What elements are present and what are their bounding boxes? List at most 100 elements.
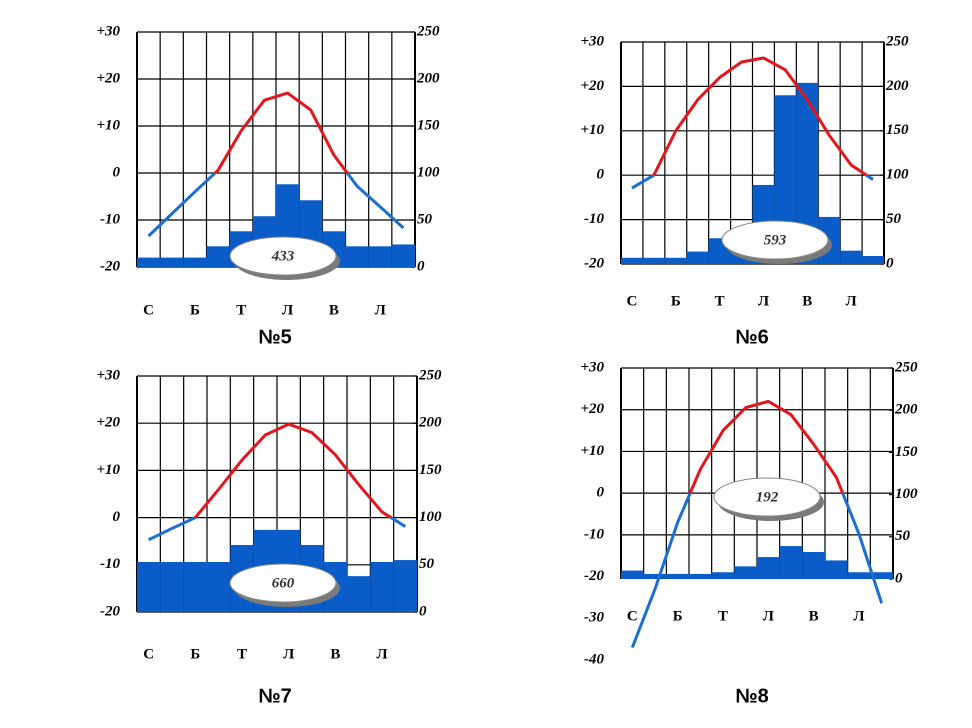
temperature-line (631, 56, 874, 190)
month-label: В (330, 646, 340, 662)
precipitation-bar (183, 257, 207, 267)
y2-tick-label: 250 (885, 33, 909, 49)
precipitation-bar (137, 561, 161, 612)
y2-tick-label: 50 (419, 556, 435, 572)
y-tick-label: +10 (96, 117, 120, 133)
month-label: С (627, 293, 638, 309)
precipitation-bar (207, 561, 231, 612)
y-tick-label: +30 (580, 33, 604, 49)
y-tick-label: -20 (100, 258, 120, 274)
precipitation-bar (160, 257, 184, 267)
month-label: Б (673, 608, 683, 624)
y2-tick-label: 50 (895, 528, 911, 544)
month-label: В (809, 608, 819, 624)
month-label: Б (190, 646, 200, 662)
precipitation-bar (642, 257, 665, 264)
month-label: Л (375, 302, 386, 318)
annotation-oval (713, 477, 821, 517)
y2-tick-label: 250 (416, 23, 440, 39)
y2-tick-label: 150 (895, 444, 918, 460)
month-label: Б (671, 293, 681, 309)
month-label: Т (718, 608, 728, 624)
y-tick-label: +10 (580, 443, 604, 459)
annotation-oval (721, 220, 829, 260)
precipitation-bar (137, 257, 161, 267)
month-label: Т (237, 646, 247, 662)
chart-title: №7 (258, 685, 291, 707)
precipitation-bar (847, 572, 871, 579)
y2-tick-label: 200 (885, 78, 909, 94)
precipitation-bar (643, 573, 667, 579)
y2-tick-label: 200 (416, 70, 440, 86)
month-label: Л (282, 302, 293, 318)
y-tick-label: -20 (100, 603, 120, 619)
annotation: 593 (764, 232, 787, 248)
y-tick-label: -10 (584, 526, 604, 542)
temperature-line (147, 91, 405, 238)
precipitation-bar (347, 576, 371, 612)
y2-tick-label: 0 (419, 603, 427, 619)
y2-tick-label: 50 (417, 211, 433, 227)
chart-title: №8 (735, 685, 768, 707)
y-tick-label: +20 (580, 401, 604, 417)
y-tick-label: 0 (597, 485, 605, 501)
y2-tick-label: 250 (894, 359, 918, 375)
y-tick-label: 0 (597, 167, 605, 183)
y2-tick-label: 100 (419, 509, 442, 525)
precipitation-bar (370, 561, 394, 612)
y-tick-label: +30 (580, 359, 604, 375)
month-label: Т (236, 302, 246, 318)
y-tick-label: +10 (580, 122, 604, 138)
y-tick-label: +20 (96, 70, 120, 86)
month-label: Л (763, 608, 774, 624)
precipitation-bar (802, 551, 825, 579)
precipitation-bar (393, 560, 417, 612)
precipitation-bar (779, 546, 803, 579)
y-tick-label: +10 (96, 462, 120, 478)
y2-tick-label: 100 (895, 486, 918, 502)
month-label: С (627, 608, 638, 624)
month-label: Л (283, 646, 294, 662)
y2-tick-label: 150 (419, 462, 442, 478)
month-label: Б (190, 302, 200, 318)
precipitation-bar (621, 570, 644, 579)
precipitation-bar (666, 573, 689, 579)
annotation-oval (229, 563, 337, 603)
y2-tick-label: 50 (886, 211, 902, 227)
precipitation-bar (621, 257, 643, 264)
y2-tick-label: 0 (895, 570, 903, 586)
y-tick-label: 0 (113, 164, 121, 180)
y-tick-label: -10 (100, 556, 120, 572)
precipitation-bar (840, 250, 863, 264)
precipitation-bar (689, 573, 712, 579)
annotation: 433 (271, 248, 295, 264)
precipitation-bar (160, 561, 184, 612)
precipitation-bar (870, 572, 893, 579)
y2-tick-label: 100 (886, 167, 909, 183)
precipitation-bar (345, 246, 369, 267)
precipitation-bar (711, 572, 735, 579)
y2-tick-label: 250 (418, 367, 442, 383)
precipitation-bar (757, 557, 780, 579)
temperature-line (630, 399, 884, 649)
annotation-oval (229, 236, 337, 276)
y-tick-label: +30 (96, 23, 120, 39)
y-tick-label: -10 (100, 211, 120, 227)
precipitation-bar (825, 560, 848, 579)
y2-tick-label: 100 (417, 164, 440, 180)
y2-tick-label: 0 (886, 255, 894, 271)
y-tick-label: -20 (584, 255, 604, 271)
y-tick-label: +20 (96, 415, 120, 431)
y2-tick-label: 200 (418, 415, 442, 431)
precipitation-bar (368, 246, 392, 267)
y2-tick-label: 150 (886, 122, 909, 138)
y-tick-label: 0 (113, 509, 121, 525)
month-label: Л (853, 608, 864, 624)
y-tick-label: -30 (584, 610, 604, 626)
precipitation-bar (391, 244, 415, 267)
y-tick-label: -10 (584, 211, 604, 227)
precipitation-bar (796, 82, 819, 265)
precipitation-bar (664, 257, 687, 264)
month-label: Т (715, 293, 725, 309)
